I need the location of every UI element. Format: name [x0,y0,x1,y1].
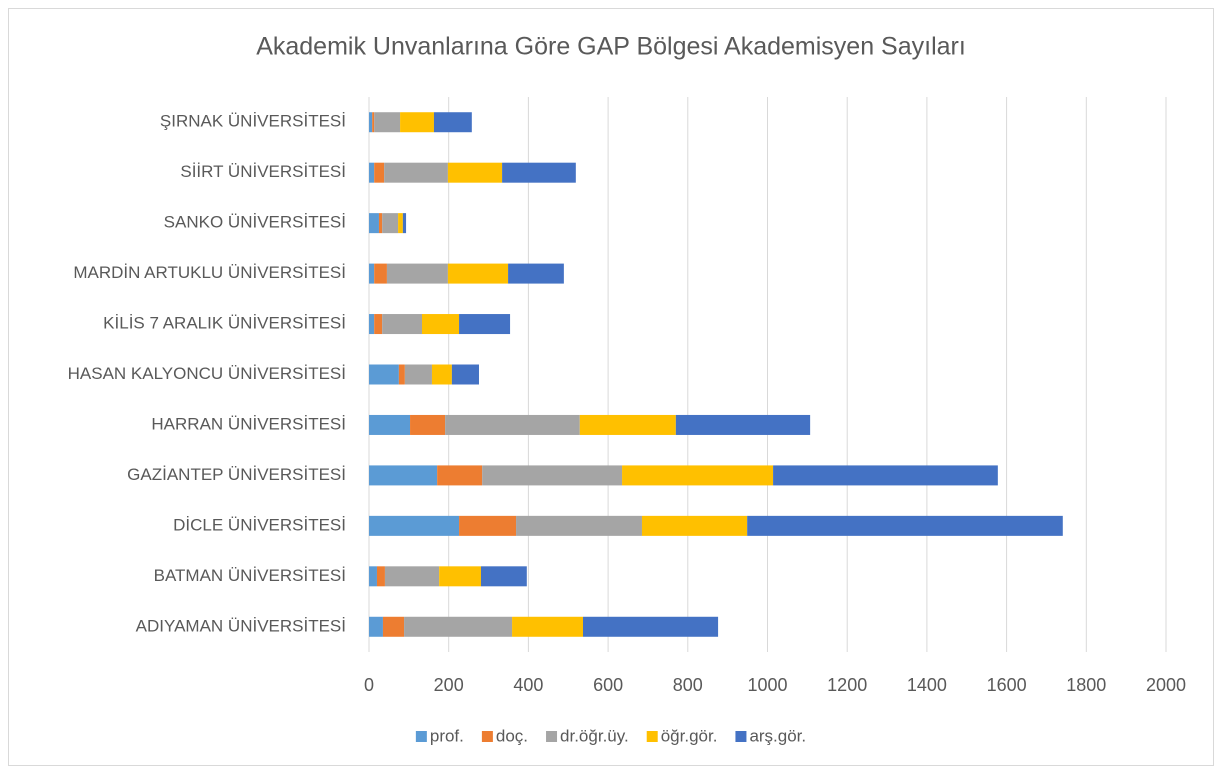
bar-segment [374,263,387,284]
bar-segment [431,364,452,385]
bar-segment [512,616,583,637]
bar-segment [369,515,460,536]
bar-segment [369,213,379,234]
bar-segment [508,263,564,284]
bar-segment [582,616,719,637]
y-tick-label: SANKO ÜNİVERSİTESİ [164,213,346,232]
bar-segment [374,314,383,335]
legend-label: prof. [430,726,464,745]
bar-segment [459,314,511,335]
legend-label: dr.öğr.üy. [560,726,629,745]
bar-segment [404,616,513,637]
y-tick-label: GAZİANTEP ÜNİVERSİTESİ [127,465,346,484]
bar-segment [437,465,483,486]
legend-swatch [481,731,493,742]
x-tick-label: 1200 [827,675,867,695]
bar-segment [369,616,383,637]
bar-segment [773,465,998,486]
x-tick-label: 1600 [987,675,1027,695]
bar-segment [400,112,434,133]
bar-segment [641,515,748,536]
bar-segment [398,364,405,385]
bar-segment [622,465,774,486]
legend-swatch [415,731,427,742]
x-tick-label: 1800 [1066,675,1106,695]
x-tick-label: 0 [364,675,374,695]
chart-title: Akademik Unvanlarına Göre GAP Bölgesi Ak… [256,33,966,61]
bar-segment [374,112,401,133]
bar-segment [445,414,580,435]
x-tick-label: 400 [513,675,543,695]
y-tick-label: ŞIRNAK ÜNİVERSİTESİ [160,112,346,131]
bar-segment [480,566,527,587]
y-tick-label: DİCLE ÜNİVERSİTESİ [173,515,346,534]
bar-segment [502,162,576,183]
legend-swatch [735,731,747,742]
bar-segment [384,566,440,587]
bar-segment [382,616,405,637]
bar-segment [384,162,448,183]
bar-segment [422,314,460,335]
x-tick-label: 800 [673,675,703,695]
bar-segment [482,465,623,486]
legend-swatch [546,731,558,742]
bar-segment [369,566,377,587]
bar-segment [404,364,432,385]
bar-segment [439,566,481,587]
y-tick-label: ADIYAMAN ÜNİVERSİTESİ [136,616,346,635]
y-tick-label: BATMAN ÜNİVERSİTESİ [154,566,346,585]
bar-segment [369,112,373,133]
chart-frame [8,8,1214,766]
bar-segment [451,364,479,385]
bar-segment [447,162,503,183]
x-tick-label: 1000 [747,675,787,695]
bar-segment [459,515,517,536]
x-tick-label: 600 [593,675,623,695]
bar-segment [376,566,385,587]
bar-segment [747,515,1063,536]
bar-segment [378,213,383,234]
x-tick-label: 1400 [907,675,947,695]
y-tick-label: MARDİN ARTUKLU ÜNİVERSİTESİ [73,263,346,282]
x-tick-label: 2000 [1146,675,1186,695]
y-tick-label: HASAN KALYONCU ÜNİVERSİTESİ [68,364,346,383]
y-tick-label: KİLİS 7 ARALIK ÜNİVERSİTESİ [103,314,346,333]
bar-segment [410,414,446,435]
bar-segment [433,112,472,133]
bar-segment [675,414,811,435]
bar-segment [369,314,375,335]
bar-segment [369,414,411,435]
legend-label: öğr.gör. [661,726,718,745]
bar-segment [374,162,385,183]
y-tick-label: HARRAN ÜNİVERSİTESİ [151,414,346,433]
bar-segment [369,364,399,385]
bar-segment [402,213,407,234]
y-tick-label: SİİRT ÜNİVERSİTESİ [180,162,346,181]
x-tick-label: 200 [434,675,464,695]
bar-segment [382,213,399,234]
legend-swatch [646,731,658,742]
bar-segment [579,414,676,435]
bar-segment [447,263,509,284]
bar-segment [386,263,448,284]
bar-segment [369,162,375,183]
bar-segment [369,465,438,486]
legend-label: arş.gör. [749,726,806,745]
bar-segment [382,314,423,335]
bar-segment [398,213,403,234]
bar-segment [516,515,642,536]
bar-segment [369,263,375,284]
legend-label: doç. [496,726,528,745]
bar-segment [372,112,375,133]
